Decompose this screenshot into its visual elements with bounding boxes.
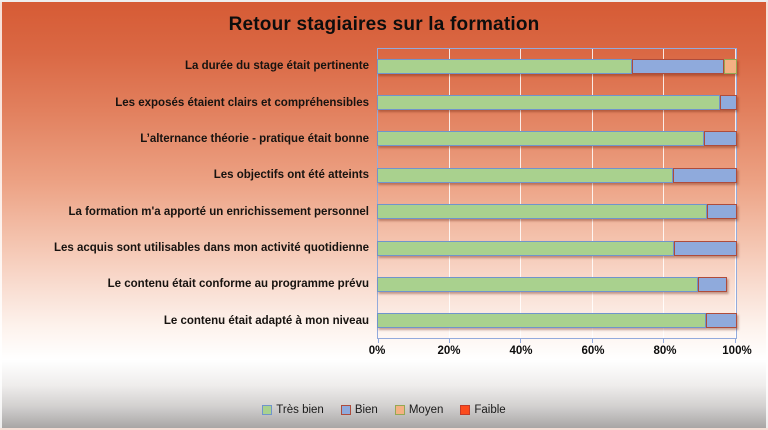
chart-title: Retour stagiaires sur la formation: [228, 14, 540, 35]
chart-row: L’alternance théorie - pratique était bo…: [8, 121, 737, 157]
legend-label: Moyen: [408, 404, 444, 416]
bar-segment-tres-bien: [377, 313, 706, 329]
bar-track: [377, 240, 737, 256]
x-tick-label: 60%: [581, 345, 605, 357]
x-tick-label: 40%: [509, 345, 533, 357]
bar-segment-moyen: [724, 58, 737, 74]
bar-track: [377, 167, 737, 183]
legend-item-moyen: Moyen: [394, 404, 444, 416]
chart-row: Les acquis sont utilisables dans mon act…: [8, 230, 737, 266]
x-tick-label: 20%: [437, 345, 461, 357]
category-label: Le contenu était adapté à mon niveau: [163, 314, 369, 327]
legend-label: Faible: [474, 404, 506, 416]
bar-segment-tres-bien: [377, 58, 632, 74]
legend-item-bien: Bien: [340, 404, 378, 416]
legend-item-faible: Faible: [460, 404, 506, 416]
axis-tick: [448, 339, 450, 343]
bar-segment-bien: [672, 167, 737, 183]
bar-segment-tres-bien: [377, 276, 698, 292]
axis-tick: [663, 339, 665, 343]
category-label: Le contenu était conforme au programme p…: [107, 278, 369, 291]
axis-tick: [520, 339, 522, 343]
chart-row: La durée du stage était pertinente: [8, 48, 737, 84]
axis-tick: [735, 339, 736, 343]
chart-row: Le contenu était conforme au programme p…: [8, 266, 737, 302]
legend-swatch-icon: [394, 405, 405, 415]
bar-track: [377, 276, 737, 292]
bar-segment-bien: [631, 58, 725, 74]
bar-rows: La durée du stage était pertinente Les ex…: [8, 48, 737, 339]
bar-segment-tres-bien: [377, 167, 673, 183]
bar-segment-bien: [720, 95, 737, 111]
category-label: Les exposés étaient clairs et compréhens…: [115, 96, 369, 109]
legend-swatch-icon: [460, 405, 471, 415]
bar-segment-bien: [673, 240, 737, 256]
bar-segment-tres-bien: [377, 240, 674, 256]
bar-segment-tres-bien: [377, 95, 721, 111]
bar-track: [377, 313, 737, 329]
legend-label: Bien: [354, 404, 378, 416]
bar-track: [377, 95, 737, 111]
chart-row: La formation m'a apporté un enrichisseme…: [8, 194, 737, 230]
chart-row: Les exposés étaient clairs et compréhens…: [8, 84, 737, 120]
legend-swatch-icon: [340, 405, 351, 415]
bar-track: [377, 204, 737, 220]
category-label: Les objectifs ont été atteints: [213, 169, 369, 182]
bar-track: [377, 131, 737, 147]
bar-segment-bien: [705, 313, 737, 329]
category-label: Les acquis sont utilisables dans mon act…: [53, 242, 369, 255]
category-label: L’alternance théorie - pratique était bo…: [140, 132, 369, 145]
x-tick-label: 80%: [653, 345, 677, 357]
axis-tick: [591, 339, 593, 343]
bar-track: [377, 58, 737, 74]
axis-tick: [378, 339, 379, 343]
legend-label: Très bien: [276, 404, 324, 416]
bar-segment-bien: [703, 131, 737, 147]
bar-segment-tres-bien: [377, 204, 707, 220]
bar-segment-bien: [706, 204, 737, 220]
x-axis: 0% 20% 40% 60% 80% 100%: [2, 345, 766, 361]
legend-item-tres-bien: Très bien: [262, 404, 324, 416]
bar-segment-bien: [697, 276, 727, 292]
chart-row: Le contenu était adapté à mon niveau: [8, 303, 737, 339]
x-tick-label: 0%: [368, 345, 386, 357]
legend-swatch-icon: [262, 405, 273, 415]
chart-row: Les objectifs ont été atteints: [8, 157, 737, 193]
bar-segment-tres-bien: [377, 131, 704, 147]
x-tick-label: 100%: [722, 345, 752, 357]
legend: Très bien Bien Moyen Faible: [2, 404, 766, 416]
category-label: La formation m'a apporté un enrichisseme…: [68, 205, 369, 218]
category-label: La durée du stage était pertinente: [184, 60, 369, 73]
